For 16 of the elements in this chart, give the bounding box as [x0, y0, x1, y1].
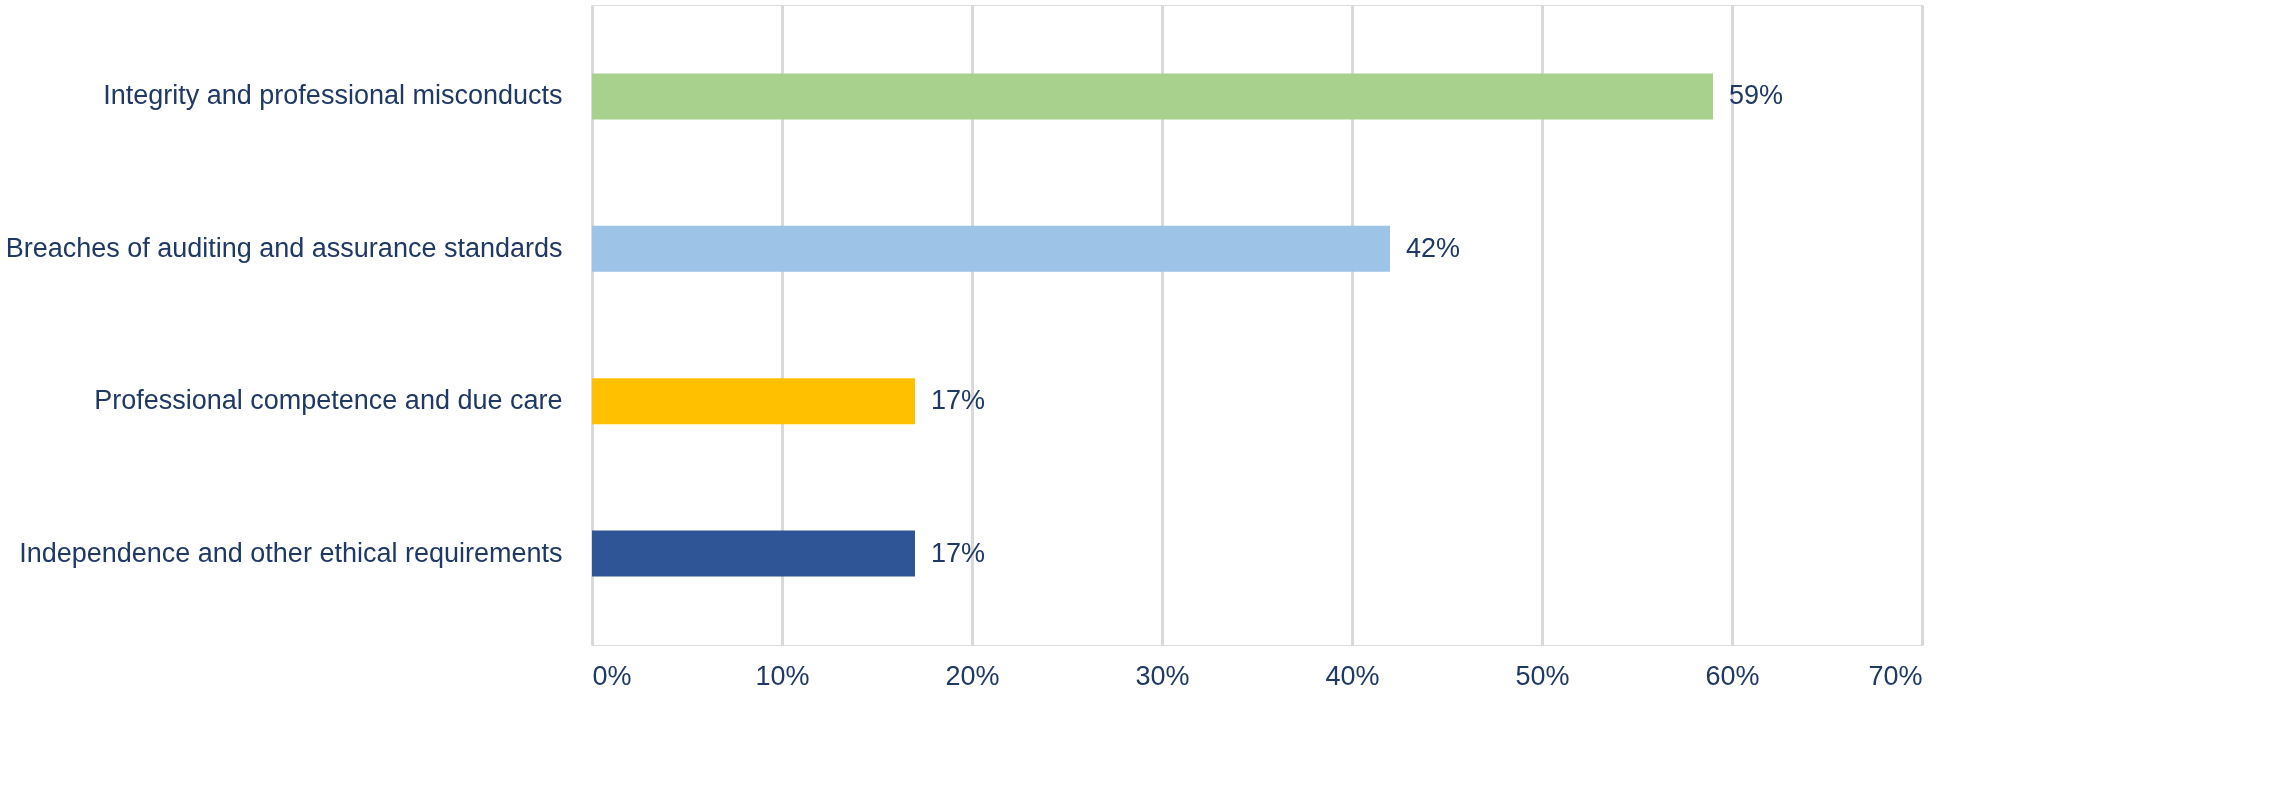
y-tick-label: Breaches of auditing and assurance standards [5, 232, 563, 263]
data-label: 42% [1406, 232, 1461, 263]
x-tick-label: 50% [1515, 660, 1570, 691]
y-tick-label: Professional competence and due care [94, 385, 563, 416]
x-tick-label: 0% [592, 660, 632, 691]
data-label: 59% [1729, 80, 1784, 111]
data-label: 17% [931, 385, 986, 416]
x-tick-label: 40% [1325, 660, 1380, 691]
x-tick-label: 30% [1135, 660, 1190, 691]
y-tick-label: Independence and other ethical requirements [19, 537, 563, 568]
x-tick-label: 10% [755, 660, 810, 691]
data-label: 17% [931, 537, 986, 568]
y-tick-label: Integrity and professional misconducts [103, 80, 563, 111]
x-tick-label: 20% [945, 660, 1000, 691]
x-tick-label: 70% [1868, 660, 1923, 691]
x-tick-label: 60% [1705, 660, 1760, 691]
